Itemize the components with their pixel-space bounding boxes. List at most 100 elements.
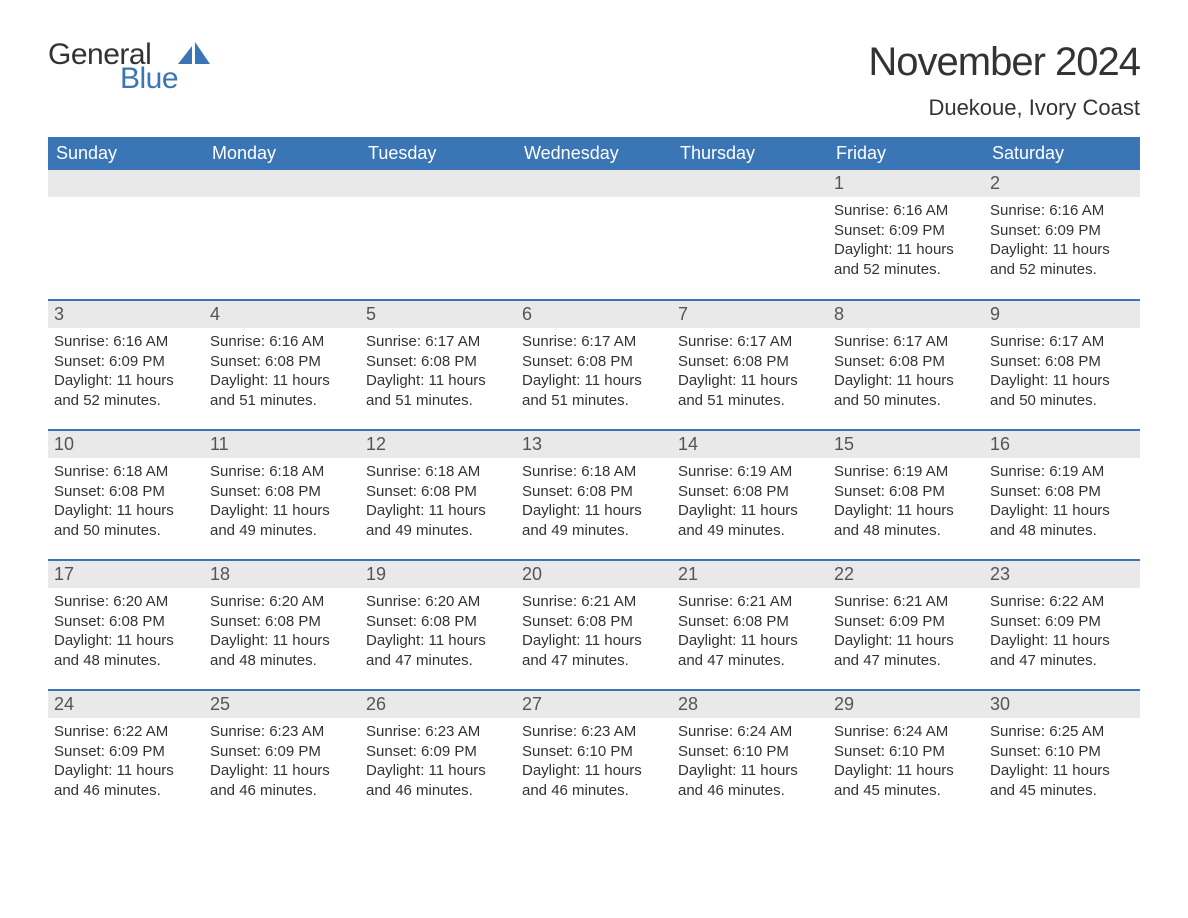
sunrise-value: 6:19 AM: [893, 463, 948, 480]
sunset-line: Sunset: 6:10 PM: [678, 742, 822, 762]
sunset-line: Sunset: 6:08 PM: [834, 482, 978, 502]
day-number-bar: 6: [516, 301, 672, 328]
sunset-label: Sunset:: [366, 743, 417, 760]
sunrise-value: 6:25 AM: [1049, 723, 1104, 740]
weekday-header: Tuesday: [360, 137, 516, 170]
sunset-value: 6:08 PM: [577, 613, 633, 630]
daylight-line: Daylight: 11 hours and 49 minutes.: [210, 501, 354, 540]
sunset-value: 6:09 PM: [889, 613, 945, 630]
sunrise-label: Sunrise:: [990, 333, 1045, 350]
sunset-label: Sunset:: [210, 743, 261, 760]
day-number-bar-empty: [204, 170, 360, 197]
daylight-line: Daylight: 11 hours and 51 minutes.: [366, 371, 510, 410]
sunrise-label: Sunrise:: [834, 593, 889, 610]
sunset-line: Sunset: 6:08 PM: [522, 482, 666, 502]
sunrise-line: Sunrise: 6:17 AM: [990, 332, 1134, 352]
daylight-label: Daylight:: [210, 502, 268, 519]
sunset-label: Sunset:: [366, 613, 417, 630]
daylight-label: Daylight:: [678, 762, 736, 779]
sunset-line: Sunset: 6:08 PM: [366, 352, 510, 372]
daylight-label: Daylight:: [990, 632, 1048, 649]
day-number-bar: 20: [516, 561, 672, 588]
day-number-bar: 9: [984, 301, 1140, 328]
daylight-label: Daylight:: [522, 632, 580, 649]
sunrise-line: Sunrise: 6:23 AM: [366, 722, 510, 742]
sunset-value: 6:10 PM: [1045, 743, 1101, 760]
day-details: Sunrise: 6:17 AMSunset: 6:08 PMDaylight:…: [828, 328, 984, 416]
sunrise-label: Sunrise:: [678, 723, 733, 740]
sunset-label: Sunset:: [522, 353, 573, 370]
daylight-line: Daylight: 11 hours and 52 minutes.: [990, 240, 1134, 279]
calendar-day-cell: 22Sunrise: 6:21 AMSunset: 6:09 PMDayligh…: [828, 560, 984, 690]
sunrise-line: Sunrise: 6:20 AM: [366, 592, 510, 612]
calendar-day-cell: 14Sunrise: 6:19 AMSunset: 6:08 PMDayligh…: [672, 430, 828, 560]
sunrise-label: Sunrise:: [366, 463, 421, 480]
day-number-bar: 29: [828, 691, 984, 718]
daylight-line: Daylight: 11 hours and 47 minutes.: [834, 631, 978, 670]
day-details: Sunrise: 6:18 AMSunset: 6:08 PMDaylight:…: [360, 458, 516, 546]
daylight-label: Daylight:: [54, 632, 112, 649]
day-details: Sunrise: 6:17 AMSunset: 6:08 PMDaylight:…: [516, 328, 672, 416]
sunrise-line: Sunrise: 6:21 AM: [522, 592, 666, 612]
daylight-line: Daylight: 11 hours and 51 minutes.: [210, 371, 354, 410]
day-number-bar: 12: [360, 431, 516, 458]
sunrise-line: Sunrise: 6:18 AM: [210, 462, 354, 482]
sunrise-value: 6:23 AM: [581, 723, 636, 740]
weekday-header: Wednesday: [516, 137, 672, 170]
sunset-value: 6:09 PM: [421, 743, 477, 760]
sunset-label: Sunset:: [522, 613, 573, 630]
sunset-value: 6:08 PM: [109, 613, 165, 630]
sunrise-line: Sunrise: 6:22 AM: [54, 722, 198, 742]
sunrise-value: 6:20 AM: [113, 593, 168, 610]
sunrise-line: Sunrise: 6:17 AM: [366, 332, 510, 352]
daylight-line: Daylight: 11 hours and 47 minutes.: [366, 631, 510, 670]
calendar-day-cell: 16Sunrise: 6:19 AMSunset: 6:08 PMDayligh…: [984, 430, 1140, 560]
sunrise-value: 6:17 AM: [581, 333, 636, 350]
day-details: Sunrise: 6:17 AMSunset: 6:08 PMDaylight:…: [360, 328, 516, 416]
sunrise-line: Sunrise: 6:24 AM: [834, 722, 978, 742]
day-details: Sunrise: 6:21 AMSunset: 6:08 PM Daylight:…: [516, 588, 672, 676]
sunrise-line: Sunrise: 6:16 AM: [210, 332, 354, 352]
day-details: Sunrise: 6:20 AMSunset: 6:08 PMDaylight:…: [48, 588, 204, 676]
sunset-line: Sunset: 6:09 PM: [366, 742, 510, 762]
daylight-label: Daylight:: [990, 241, 1048, 258]
sunset-value: 6:08 PM: [577, 483, 633, 500]
sunrise-line: Sunrise: 6:17 AM: [678, 332, 822, 352]
daylight-label: Daylight:: [990, 762, 1048, 779]
daylight-label: Daylight:: [366, 372, 424, 389]
sunset-value: 6:08 PM: [265, 613, 321, 630]
calendar-day-cell: 25Sunrise: 6:23 AMSunset: 6:09 PMDayligh…: [204, 690, 360, 820]
day-number-bar-empty: [360, 170, 516, 197]
sunrise-value: 6:18 AM: [269, 463, 324, 480]
calendar-day-cell: 29Sunrise: 6:24 AMSunset: 6:10 PMDayligh…: [828, 690, 984, 820]
daylight-label: Daylight:: [366, 502, 424, 519]
title-block: November 2024 Duekoue, Ivory Coast: [868, 40, 1140, 133]
sunset-value: 6:08 PM: [421, 613, 477, 630]
sunrise-label: Sunrise:: [210, 723, 265, 740]
daylight-label: Daylight:: [834, 372, 892, 389]
sunrise-line: Sunrise: 6:19 AM: [834, 462, 978, 482]
sunrise-label: Sunrise:: [990, 463, 1045, 480]
daylight-line: Daylight: 11 hours and 48 minutes.: [54, 631, 198, 670]
sunrise-value: 6:18 AM: [581, 463, 636, 480]
sunrise-label: Sunrise:: [54, 463, 109, 480]
sunrise-label: Sunrise:: [990, 723, 1045, 740]
daylight-label: Daylight:: [990, 372, 1048, 389]
sunset-label: Sunset:: [54, 743, 105, 760]
day-number-bar: 25: [204, 691, 360, 718]
calendar-day-cell: 2Sunrise: 6:16 AMSunset: 6:09 PMDaylight…: [984, 170, 1140, 300]
sunrise-label: Sunrise:: [834, 333, 889, 350]
daylight-line: Daylight: 11 hours and 45 minutes.: [834, 761, 978, 800]
calendar-day-cell: 26Sunrise: 6:23 AMSunset: 6:09 PMDayligh…: [360, 690, 516, 820]
sunset-value: 6:10 PM: [733, 743, 789, 760]
day-number-bar: 4: [204, 301, 360, 328]
daylight-line: Daylight: 11 hours and 46 minutes.: [210, 761, 354, 800]
sunrise-label: Sunrise:: [834, 463, 889, 480]
calendar-day-cell: 18Sunrise: 6:20 AMSunset: 6:08 PMDayligh…: [204, 560, 360, 690]
sunrise-line: Sunrise: 6:24 AM: [678, 722, 822, 742]
sunrise-line: Sunrise: 6:25 AM: [990, 722, 1134, 742]
sunrise-value: 6:21 AM: [737, 593, 792, 610]
sunset-value: 6:09 PM: [109, 353, 165, 370]
sunset-label: Sunset:: [210, 613, 261, 630]
day-number-bar: 26: [360, 691, 516, 718]
